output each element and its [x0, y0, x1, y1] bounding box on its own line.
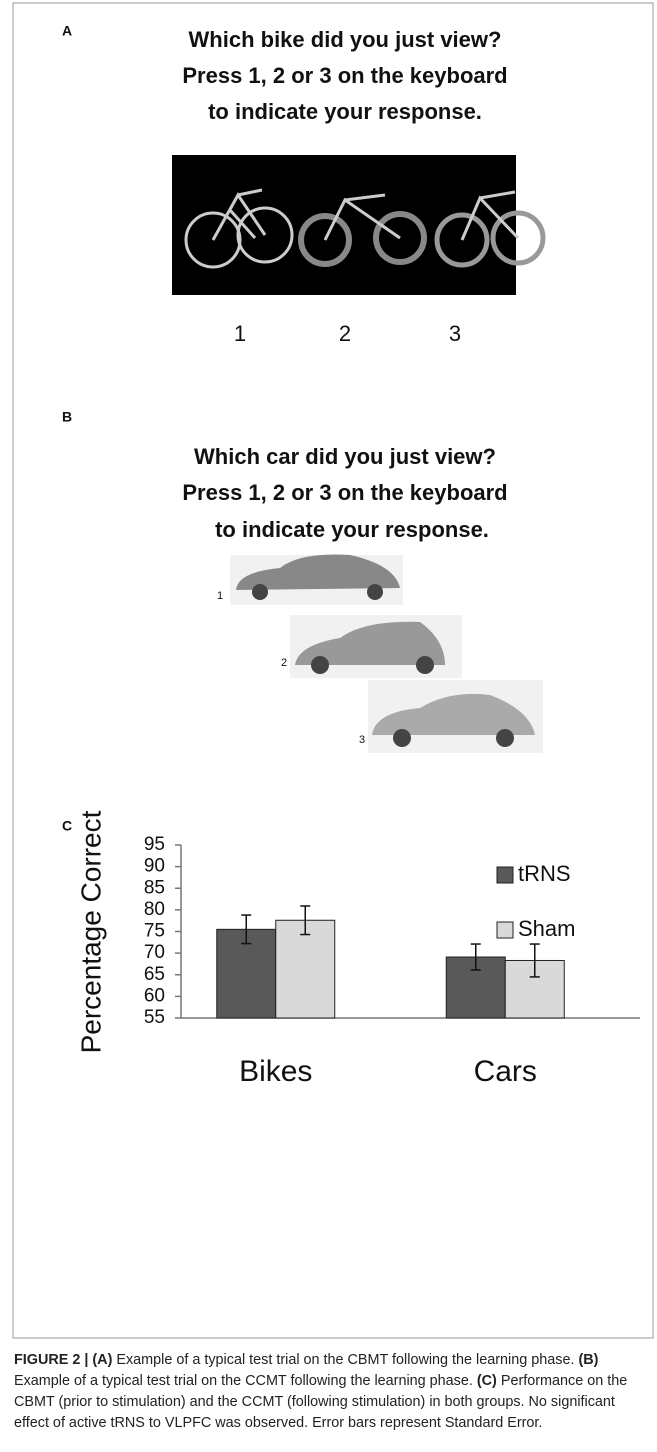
y-tick-label: 75 — [144, 921, 165, 942]
x-tick-label: Bikes — [239, 1055, 312, 1088]
error-bar — [529, 943, 540, 978]
prompt: Press 1, 2 or 3 on the keyboard — [182, 63, 507, 88]
option-number: 1 — [234, 321, 246, 346]
bar — [275, 919, 336, 1019]
y-tick-label: 90 — [144, 856, 165, 877]
y-tick-label: 65 — [144, 964, 165, 985]
caption: FIGURE 2 | (A) Example of a typical test… — [14, 1350, 646, 1434]
caption-text: Example of a typical test trial on the C… — [14, 1373, 477, 1389]
prompt: to indicate your response. — [208, 99, 482, 124]
caption-text: Performance on the CBMT (prior to stimul… — [14, 1373, 628, 1431]
option-number: 2 — [339, 321, 351, 346]
panel-label: B — [62, 409, 72, 425]
x-tick-label: Cars — [474, 1055, 537, 1088]
y-axis-label: Percentage Correct — [75, 810, 106, 1053]
option-number: 3 — [449, 321, 461, 346]
y-tick-label: 70 — [144, 942, 165, 963]
legend-label: tRNS — [518, 861, 571, 886]
error-bar — [470, 943, 481, 971]
y-tick-label: 95 — [144, 834, 165, 855]
prompt: Which bike did you just view? — [189, 27, 502, 52]
option-number: 3 — [359, 734, 365, 746]
figure: A Which bike did you just view? Press 1,… — [12, 2, 654, 1339]
y-tick-label: 80 — [144, 899, 165, 920]
caption-bold: (C) — [476, 1373, 497, 1389]
caption-text: Example of a typical test trial on the C… — [112, 1352, 579, 1368]
legend-swatch — [496, 921, 514, 939]
bike-image — [172, 155, 546, 295]
caption-bold: (B) — [578, 1352, 599, 1368]
panel-label: C — [62, 818, 72, 834]
legend-swatch — [496, 866, 514, 884]
error-bar — [300, 905, 311, 936]
panel-label: A — [62, 23, 72, 39]
frame — [12, 2, 654, 1339]
prompt: Press 1, 2 or 3 on the keyboard — [182, 480, 507, 505]
car-images — [230, 554, 543, 753]
prompt: Which car did you just view? — [194, 444, 496, 469]
y-tick-label: 55 — [144, 1007, 165, 1028]
option-number: 1 — [217, 590, 223, 602]
option-number: 2 — [281, 657, 287, 669]
y-tick-label: 85 — [144, 877, 165, 898]
legend-label: Sham — [518, 916, 575, 941]
prompt: to indicate your response. — [215, 517, 489, 542]
caption-bold: FIGURE 2 | (A) — [14, 1352, 113, 1368]
error-bar — [241, 914, 252, 945]
y-tick-label: 60 — [144, 985, 165, 1006]
